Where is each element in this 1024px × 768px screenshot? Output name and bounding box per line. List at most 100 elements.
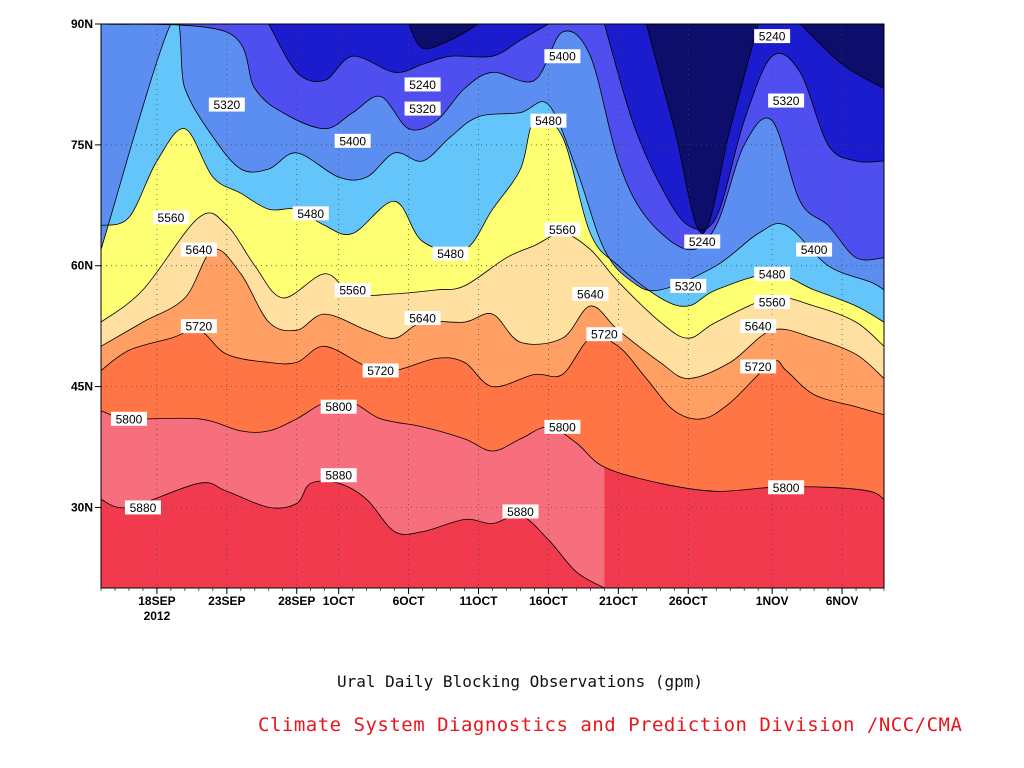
contour-label-text: 5640 [745, 320, 772, 334]
x-tick-label: 21OCT [599, 594, 638, 608]
contour-label-text: 5640 [577, 287, 604, 301]
x-tick-label: 23SEP [208, 594, 245, 608]
contour-label: 5640 [180, 242, 217, 257]
x-tick-label: 6NOV [826, 594, 859, 608]
contour-label: 5560 [334, 282, 371, 297]
contour-label-box [544, 419, 581, 434]
y-tick-label: 75N [71, 138, 93, 152]
fill-band-5160 [408, 24, 479, 49]
contour-label: 5800 [768, 480, 805, 495]
contour-label-box [586, 327, 623, 342]
chart-title: Ural Daily Blocking Observations (gpm) [336, 672, 704, 691]
x-tick-label: 1OCT [323, 594, 356, 608]
fill-band-5160 [800, 24, 884, 89]
contour-labels: 5880 5880 5880 5800 5800 5800 5800 5720 5720 5720… [110, 29, 833, 519]
contour-label-box [796, 242, 833, 257]
contour-label: 5640 [404, 311, 441, 326]
contour-label-text: 5560 [339, 283, 366, 297]
contour-label-box [502, 504, 539, 519]
x-tick-label: 16OCT [529, 594, 568, 608]
x-tick-label: 6OCT [393, 594, 426, 608]
contour-label: 5560 [754, 294, 791, 309]
y-tick-label: 90N [71, 17, 93, 31]
contour-label: 5480 [754, 266, 791, 281]
contour-label-box [362, 363, 399, 378]
x-tick-label: 11OCT [460, 594, 499, 608]
contour-label: 5560 [544, 222, 581, 237]
contour-label-box [320, 468, 357, 483]
contour-label: 5720 [362, 363, 399, 378]
contour-label-text: 5240 [759, 30, 786, 44]
contour-label: 5880 [320, 468, 357, 483]
y-tick-label: 45N [71, 380, 93, 394]
contour-label-text: 5320 [773, 94, 800, 108]
contour-label: 5720 [586, 327, 623, 342]
contour-label-box [404, 101, 441, 116]
contour-label-text: 5720 [367, 364, 394, 378]
contour-label: 5320 [670, 278, 707, 293]
contour-label-text: 5720 [186, 320, 213, 334]
contour-label: 5720 [740, 359, 777, 374]
contour-label-text: 5320 [213, 98, 240, 112]
contour-line-5880 [101, 480, 605, 588]
contour-label: 5480 [530, 113, 567, 128]
contour-line-5160 [645, 24, 759, 234]
contour-label-text: 5480 [437, 247, 464, 261]
contour-label: 5480 [432, 246, 469, 261]
fill-band-5240 [268, 24, 549, 82]
contour-label-text: 5560 [759, 295, 786, 309]
contour-label: 5640 [572, 286, 609, 301]
contour-label: 5880 [502, 504, 539, 519]
contour-label-text: 5480 [297, 207, 324, 221]
contour-label-box [768, 93, 805, 108]
contour-label-box [768, 480, 805, 495]
contour-label-box [670, 278, 707, 293]
y-tick-label: 30N [71, 500, 93, 514]
contour-label-box [684, 234, 721, 249]
contour-label-box [754, 294, 791, 309]
contour-label-box [404, 311, 441, 326]
contour-line-5160 [408, 24, 479, 50]
contour-label-text: 5880 [325, 469, 352, 483]
contour-label-text: 5400 [549, 50, 576, 64]
contour-label: 5240 [404, 77, 441, 92]
contour-label: 5560 [152, 210, 189, 225]
contour-label: 5480 [292, 206, 329, 221]
contour-line-5480 [101, 117, 884, 323]
contour-label-text: 5480 [759, 267, 786, 281]
contour-label: 5240 [754, 29, 791, 44]
contour-label: 5240 [684, 234, 721, 249]
contour-label-text: 5800 [116, 412, 143, 426]
contour-label-text: 5480 [535, 114, 562, 128]
contour-label: 5880 [124, 500, 161, 515]
contour-label-box [180, 319, 217, 334]
contour-line-5800 [101, 400, 884, 500]
contour-label-box [110, 411, 147, 426]
contour-label-text: 5720 [591, 328, 618, 342]
contour-label-box [432, 246, 469, 261]
contour-label-text: 5240 [409, 78, 436, 92]
contour-label-box [544, 49, 581, 64]
contour-label-box [152, 210, 189, 225]
contour-label-box [740, 359, 777, 374]
y-axis: 30N 45N 60N 75N 90N [71, 17, 101, 514]
contour-label-box [124, 500, 161, 515]
y-tick-label: 60N [71, 259, 93, 273]
contour-line-5240 [268, 24, 549, 82]
contour-label-text: 5320 [675, 279, 702, 293]
contour-label-text: 5400 [801, 243, 828, 257]
contour-label-box [208, 97, 245, 112]
contour-label-text: 5720 [745, 360, 772, 374]
contour-label-box [292, 206, 329, 221]
contour-line-5640 [101, 248, 884, 379]
contour-label: 5720 [180, 319, 217, 334]
contour-label-box [530, 113, 567, 128]
contour-label-box [754, 29, 791, 44]
contour-label-text: 5320 [409, 102, 436, 116]
contour-line-5320 [101, 24, 884, 261]
x-tick-label: 1NOV [756, 594, 789, 608]
x-tick-label: 26OCT [669, 594, 708, 608]
contour-label-text: 5800 [549, 420, 576, 434]
